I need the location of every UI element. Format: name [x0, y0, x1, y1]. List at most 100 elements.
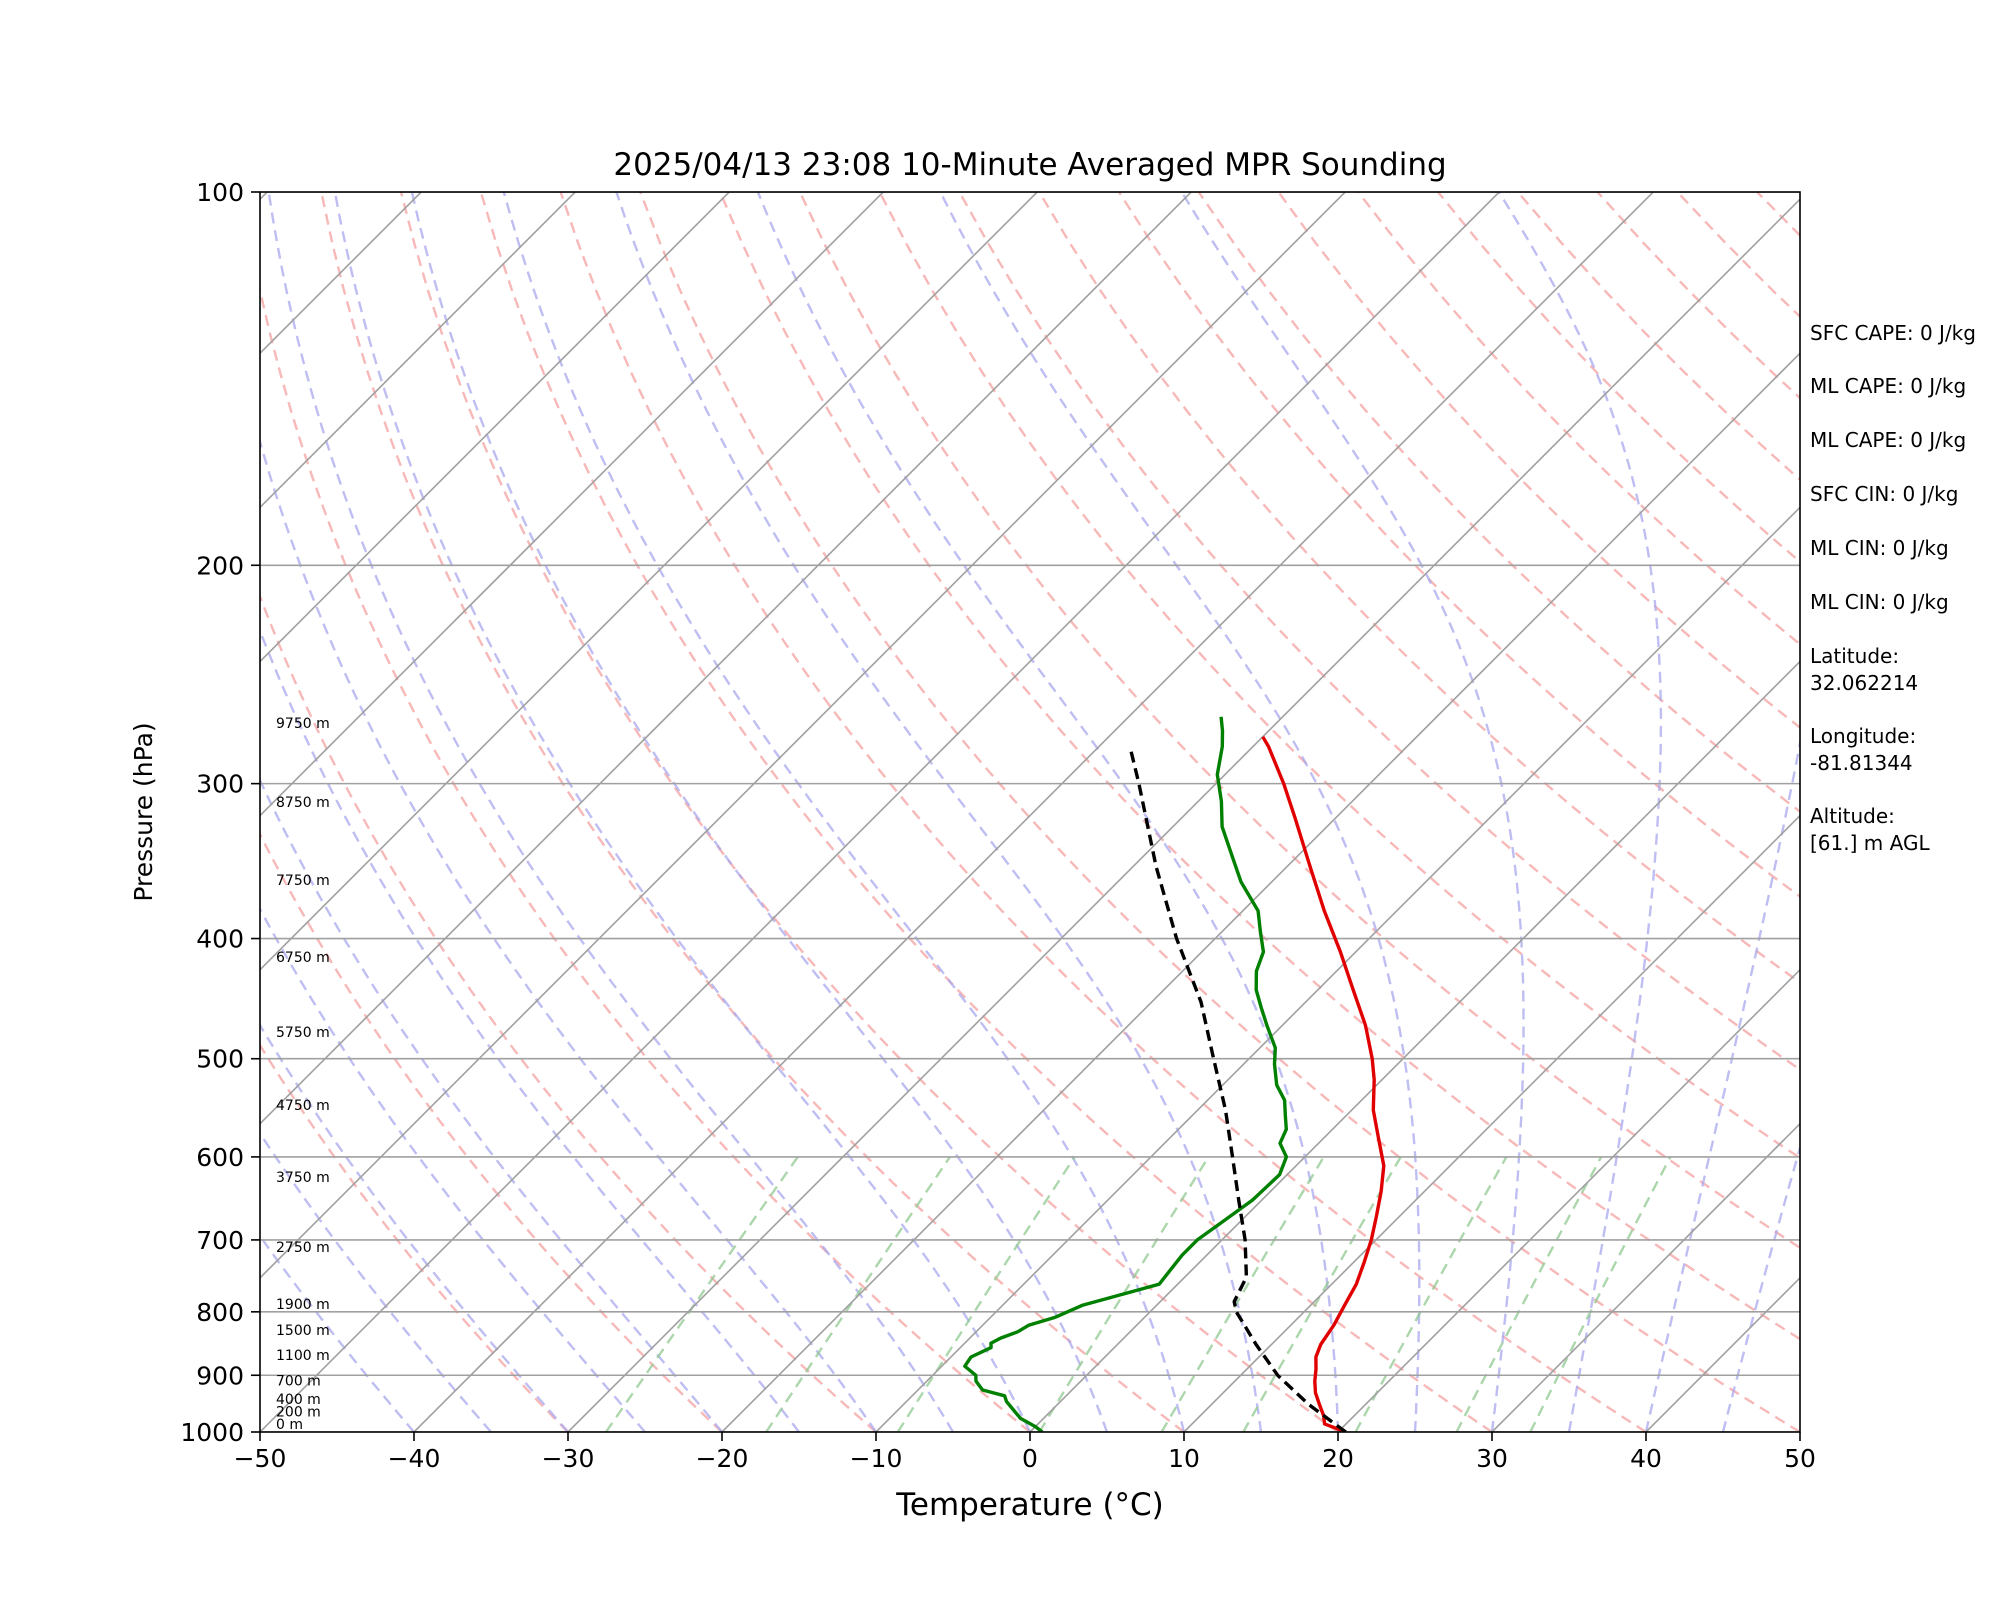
dry-adiabat — [718, 192, 1800, 1341]
series-line-1 — [1261, 735, 1386, 1432]
x-tick-label: 40 — [1630, 1444, 1662, 1473]
series-lines — [963, 716, 1386, 1432]
mixing-ratio-line — [1160, 1156, 1325, 1432]
stat-sfc-cape: SFC CAPE: 0 J/kg — [1810, 321, 1976, 345]
y-axis-ticks: 100 200 300 400 500 600 700 800 900 1000 — [180, 178, 260, 1447]
x-tick-label: −50 — [234, 1444, 287, 1473]
isobars — [260, 192, 1800, 1432]
height-label: 1100 m — [276, 1348, 330, 1364]
moist-adiabat — [939, 192, 1421, 1432]
moist-adiabats — [260, 192, 1800, 1432]
height-label: 8750 m — [276, 795, 330, 811]
dry-adiabat — [878, 192, 1800, 1160]
height-label: 5750 m — [276, 1025, 330, 1041]
x-tick-label: 10 — [1168, 1444, 1200, 1473]
mixing-ratio-line — [1242, 1156, 1402, 1432]
x-tick-label: 20 — [1322, 1444, 1354, 1473]
mixing-ratio-line — [896, 1156, 1076, 1432]
isotherm — [260, 192, 1192, 1125]
altitude-value: [61.] m AGL — [1810, 831, 1930, 855]
y-tick-label: 200 — [196, 551, 244, 580]
x-tick-label: −30 — [542, 1444, 595, 1473]
isotherm — [260, 192, 576, 509]
isotherm — [0, 192, 113, 1432]
stat-ml-cape: ML CAPE: 0 J/kg — [1810, 374, 1967, 398]
mixing-ratio-line — [1529, 1156, 1672, 1432]
x-tick-label: −20 — [696, 1444, 749, 1473]
x-tick-label: 50 — [1784, 1444, 1816, 1473]
isotherm — [260, 192, 1500, 1432]
y-tick-label: 700 — [196, 1226, 244, 1255]
isotherm — [1337, 968, 1800, 1432]
dry-adiabat — [260, 1043, 569, 1432]
dry-adiabat — [260, 593, 877, 1432]
height-label: 6750 m — [276, 950, 330, 966]
dry-adiabat — [260, 831, 723, 1432]
stat-sfc-cin: SFC CIN: 0 J/kg — [1810, 482, 1959, 506]
moist-adiabat — [756, 192, 1340, 1432]
isotherm — [875, 506, 1800, 1432]
dry-adiabat — [1117, 192, 1800, 899]
dry-adiabats — [260, 192, 1800, 1432]
mixing-ratio-line — [605, 1156, 799, 1432]
height-label: 9750 m — [276, 716, 330, 732]
mixing-ratio-line — [1455, 1156, 1603, 1432]
stat-ml-cape-2: ML CAPE: 0 J/kg — [1810, 428, 1967, 452]
altitude-label: Altitude: — [1810, 804, 1895, 828]
x-tick-label: 0 — [1022, 1444, 1038, 1473]
longitude-label: Longitude: — [1810, 724, 1917, 748]
moist-adiabat — [333, 192, 1032, 1432]
latitude-label: Latitude: — [1810, 644, 1900, 668]
moist-adiabat — [260, 1233, 415, 1432]
isotherms — [0, 192, 1800, 1432]
isotherm — [1491, 1122, 1800, 1432]
plot-area — [0, 192, 1800, 1432]
moist-adiabat — [267, 192, 955, 1432]
height-label: 2750 m — [276, 1240, 330, 1256]
isotherm — [260, 192, 884, 817]
moist-adiabat — [260, 1131, 492, 1432]
isotherm — [1029, 660, 1800, 1432]
y-tick-label: 400 — [196, 925, 244, 954]
isotherm — [260, 192, 1346, 1280]
moist-adiabat — [260, 1023, 569, 1432]
height-label: 4750 m — [276, 1098, 330, 1114]
y-tick-label: 1000 — [180, 1418, 244, 1447]
x-axis-label: Temperature (°C) — [895, 1487, 1164, 1523]
isotherm — [260, 192, 1038, 971]
isotherm — [260, 192, 730, 663]
height-label: 400 m — [276, 1392, 321, 1408]
height-label: 700 m — [276, 1373, 321, 1389]
moist-adiabat — [1497, 192, 1663, 1432]
dry-adiabat — [260, 284, 1031, 1432]
y-tick-label: 600 — [196, 1143, 244, 1172]
moist-adiabat — [1721, 1143, 1800, 1432]
y-axis-label: Pressure (hPa) — [129, 722, 158, 901]
chart-title: 2025/04/13 23:08 10-Minute Averaged MPR … — [613, 147, 1446, 183]
dry-adiabat — [320, 192, 1185, 1432]
dry-adiabat — [559, 192, 1647, 1432]
isotherm — [567, 198, 1800, 1432]
moist-adiabat — [410, 192, 1109, 1432]
dry-adiabat — [479, 192, 1493, 1432]
height-label: 1500 m — [276, 1323, 330, 1339]
dry-adiabat — [1197, 192, 1800, 814]
height-label: 1900 m — [276, 1297, 330, 1313]
isotherm — [721, 352, 1800, 1432]
height-label: 0 m — [276, 1417, 303, 1433]
series-line-3 — [1128, 746, 1347, 1432]
x-tick-label: 30 — [1476, 1444, 1508, 1473]
dry-adiabat — [958, 192, 1800, 1072]
moist-adiabat — [260, 627, 800, 1432]
isotherm — [1183, 814, 1800, 1432]
longitude-value: -81.81344 — [1810, 751, 1913, 775]
height-label: 200 m — [276, 1404, 321, 1420]
dry-adiabat — [639, 192, 1800, 1432]
isotherm — [413, 192, 1654, 1432]
moist-adiabat — [260, 437, 877, 1432]
x-tick-label: −40 — [388, 1444, 441, 1473]
height-label: 7750 m — [276, 873, 330, 889]
mixing-ratio-line — [1038, 1156, 1210, 1432]
